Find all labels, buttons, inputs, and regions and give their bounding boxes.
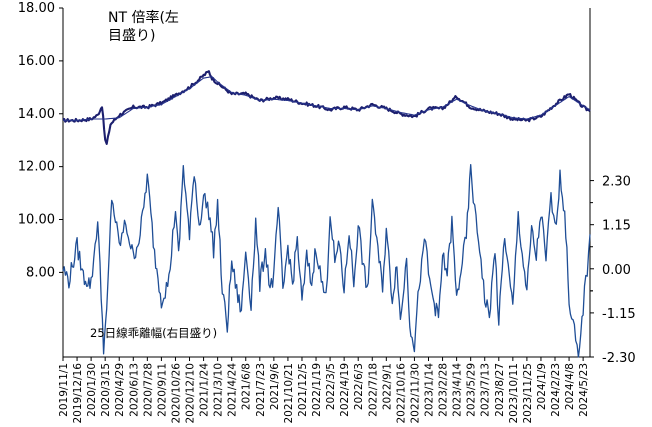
x-tick-label: 2023/2/28 bbox=[438, 363, 450, 417]
right-tick-label: 0.00 bbox=[602, 263, 631, 278]
x-tick-label: 2022/1/19 bbox=[311, 363, 323, 417]
x-tick-label: 2020/10/26 bbox=[170, 363, 182, 424]
left-tick-label: 10.00 bbox=[18, 213, 55, 228]
x-tick-label: 2022/10/16 bbox=[395, 363, 407, 424]
x-tick-label: 2022/3/5 bbox=[325, 363, 337, 410]
left-tick-label: 14.00 bbox=[18, 107, 55, 122]
x-tick-label: 2021/4/24 bbox=[227, 363, 239, 417]
x-tick-label: 2022/7/18 bbox=[367, 363, 379, 417]
x-tick-label: 2020/9/11 bbox=[156, 363, 168, 417]
x-tick-label: 2021/1/24 bbox=[199, 363, 211, 417]
right-axis-ticks: 2.30 1.15 0.00 -1.15 -2.30 bbox=[590, 175, 636, 366]
x-tick-label: 2019/11/1 bbox=[58, 363, 70, 417]
right-tick-label: 1.15 bbox=[602, 219, 631, 234]
left-tick-label: 18.00 bbox=[18, 1, 55, 16]
right-tick-label: -2.30 bbox=[602, 351, 636, 366]
x-tick-label: 2020/7/28 bbox=[142, 363, 154, 417]
x-tick-label: 2022/4/19 bbox=[339, 363, 351, 417]
x-tick-label: 2023/11/25 bbox=[522, 363, 534, 424]
x-tick-label: 2020/1/30 bbox=[86, 363, 98, 417]
left-tick-label: 16.00 bbox=[18, 54, 55, 69]
x-tick-label: 2020/6/13 bbox=[128, 363, 140, 417]
x-tick-label: 2021/10/21 bbox=[283, 363, 295, 424]
x-tick-label: 2024/2/23 bbox=[550, 363, 562, 417]
x-tick-label: 2022/11/30 bbox=[409, 363, 421, 424]
x-tick-label: 2024/5/23 bbox=[578, 363, 590, 417]
nt-ratio-annotation-line2: 目盛り) bbox=[108, 28, 155, 44]
x-tick-label: 2021/7/23 bbox=[255, 363, 267, 417]
x-tick-label: 2023/1/14 bbox=[423, 363, 435, 417]
x-tick-label: 2023/8/27 bbox=[494, 363, 506, 417]
x-axis-ticks: 2019/11/1 2019/12/16 2020/1/30 2020/3/15 202… bbox=[58, 357, 590, 424]
x-tick-label: 2024/4/8 bbox=[564, 363, 576, 410]
right-tick-label: 2.30 bbox=[602, 175, 631, 190]
plot-frame bbox=[62, 8, 591, 358]
x-tick-label: 2024/1/9 bbox=[536, 363, 548, 410]
x-tick-label: 2021/9/6 bbox=[269, 363, 281, 410]
x-tick-label: 2020/12/10 bbox=[185, 363, 197, 424]
x-tick-label: 2023/7/13 bbox=[480, 363, 492, 417]
x-tick-label: 2023/4/14 bbox=[452, 363, 464, 417]
x-tick-label: 2021/6/8 bbox=[241, 363, 253, 410]
series-layer bbox=[62, 70, 591, 358]
series-line-smooth bbox=[63, 76, 591, 121]
x-tick-label: 2022/6/3 bbox=[353, 363, 365, 410]
x-tick-label: 2021/12/5 bbox=[297, 363, 309, 417]
deviation-annotation: 25日線乖離幅(右目盛り) bbox=[90, 326, 217, 340]
left-tick-label: 8.00 bbox=[26, 265, 55, 280]
x-tick-label: 2021/3/10 bbox=[213, 363, 225, 417]
x-tick-label: 2023/10/11 bbox=[508, 363, 520, 424]
left-tick-label: 12.00 bbox=[18, 160, 55, 175]
x-tick-label: 2022/9/1 bbox=[381, 363, 393, 410]
x-tick-label: 2019/12/16 bbox=[72, 363, 84, 424]
right-tick-label: -1.15 bbox=[602, 307, 636, 322]
nt-ratio-annotation-line1: NT 倍率(左 bbox=[108, 9, 179, 26]
x-tick-label: 2020/3/15 bbox=[100, 363, 112, 417]
series-line-deviation bbox=[62, 164, 591, 358]
left-axis-ticks: 18.00 16.00 14.00 12.00 10.00 8.00 bbox=[18, 1, 63, 280]
x-tick-label: 2020/4/29 bbox=[114, 363, 126, 417]
x-tick-label: 2023/5/29 bbox=[466, 363, 478, 417]
